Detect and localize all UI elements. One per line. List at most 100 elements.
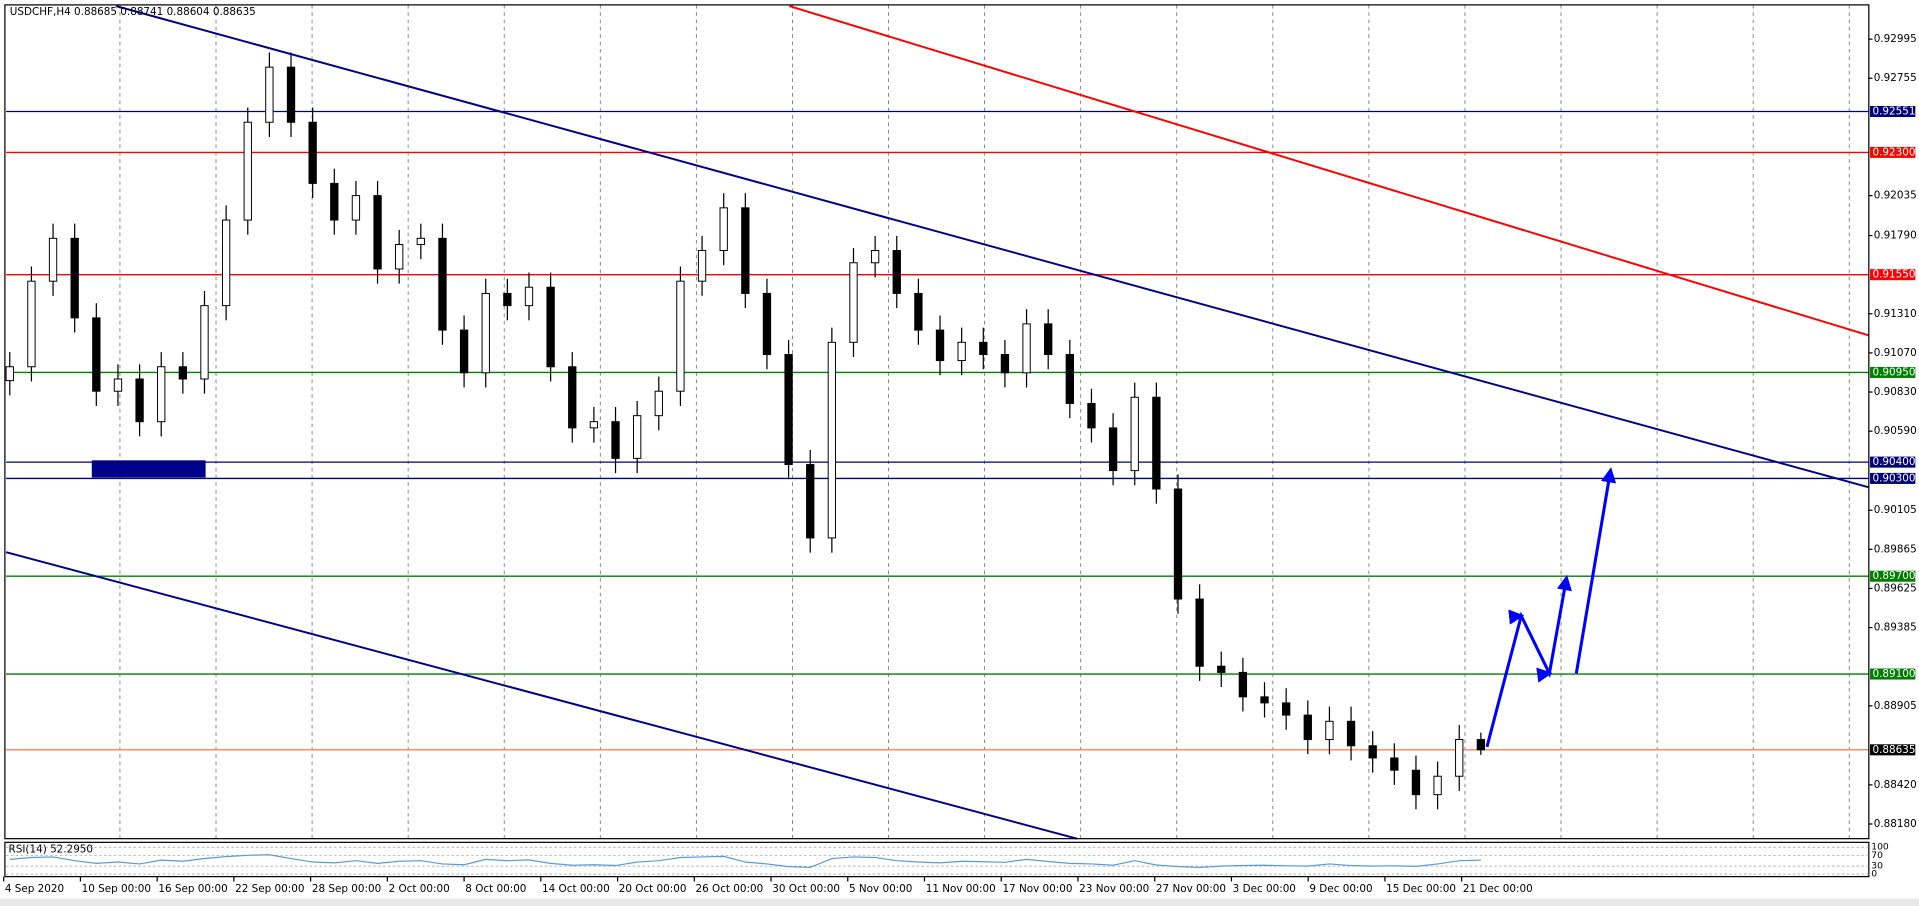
candle-body — [395, 244, 404, 270]
candle-body — [1108, 427, 1118, 472]
candle-body — [957, 341, 966, 362]
level-label: 0.90400 — [1872, 456, 1915, 468]
candle-body — [178, 366, 188, 380]
x-tick-label: 22 Sep 00:00 — [235, 883, 304, 895]
candle-body — [113, 378, 123, 392]
candle-body — [1173, 488, 1183, 600]
x-tick-label: 20 Oct 00:00 — [619, 883, 687, 895]
candle-body — [1411, 769, 1421, 796]
level-label: 0.89100 — [1872, 668, 1915, 680]
candle-body — [914, 292, 923, 331]
level-label: 0.88635 — [1872, 744, 1915, 756]
y-tick-label: 0.89625 — [1874, 582, 1917, 594]
level-label: 0.90300 — [1872, 472, 1915, 484]
y-tick-label: 0.90590 — [1874, 425, 1917, 437]
drawings — [5, 5, 1870, 840]
candle-body — [568, 366, 577, 429]
trend-line — [789, 5, 1870, 337]
y-tick-label: 0.92995 — [1874, 33, 1917, 45]
level-label-box — [1870, 105, 1916, 118]
rsi-panel-frame — [4, 841, 1870, 878]
y-tick-label: 0.90830 — [1874, 386, 1917, 398]
rsi-tick-label: 30 — [1871, 861, 1883, 872]
candle-body — [1065, 354, 1074, 404]
symbol-title: USDCHF,H4 0.88685 0.88741 0.88604 0.8863… — [10, 6, 256, 18]
candle-body — [546, 286, 555, 368]
candle-body — [632, 415, 642, 459]
y-tick-label: 0.91790 — [1874, 230, 1917, 242]
x-tick-label: 9 Dec 00:00 — [1309, 883, 1372, 895]
candle-body — [784, 354, 793, 466]
rsi — [6, 846, 1869, 875]
y-tick-label: 0.88180 — [1874, 818, 1917, 830]
candle-body — [1130, 396, 1139, 472]
price-panel-frame — [4, 4, 1870, 840]
candle-body — [200, 305, 209, 380]
candle-body — [1000, 354, 1010, 374]
candle-body — [1325, 720, 1334, 741]
x-tick-label: 17 Nov 00:00 — [1002, 883, 1072, 895]
candle-body — [719, 207, 728, 252]
level-label: 0.92551 — [1872, 106, 1915, 118]
candle-body — [1238, 671, 1248, 698]
candle-body — [892, 250, 901, 294]
y-tick-label: 0.88905 — [1874, 700, 1917, 712]
zone-rectangle — [91, 460, 206, 478]
level-label: 0.92300 — [1872, 146, 1915, 158]
candle-body — [1260, 696, 1269, 704]
axes: 0.92995 0.92755 0.92035 0.91790 0.91310 0.910… — [3, 33, 1917, 895]
x-tick-label: 27 Nov 00:00 — [1156, 883, 1226, 895]
x-tick-label: 15 Dec 00:00 — [1386, 883, 1456, 895]
candles — [5, 52, 1486, 810]
candle-body — [870, 250, 880, 264]
candle-body — [373, 195, 382, 270]
level-label-box — [1870, 744, 1916, 756]
candle-body — [1390, 757, 1399, 771]
candle-body — [1368, 745, 1377, 759]
x-tick-label: 16 Sep 00:00 — [158, 883, 227, 895]
candle-body — [1476, 739, 1486, 751]
candle-body — [1455, 739, 1464, 777]
rsi-tick-label: 70 — [1871, 850, 1883, 861]
level-label-box — [1870, 366, 1916, 378]
x-tick-label: 11 Nov 00:00 — [926, 883, 996, 895]
candle-body — [1022, 323, 1031, 374]
level-label-box — [1870, 456, 1916, 468]
candle-body — [849, 262, 858, 343]
projection-arrow — [1485, 574, 1572, 748]
x-tick-label: 8 Oct 00:00 — [465, 883, 526, 895]
x-tick-label: 4 Sep 2020 — [5, 883, 64, 895]
trend-line — [5, 551, 1078, 840]
candle-body — [979, 341, 988, 356]
rsi-tick-label: 100 — [1871, 842, 1889, 853]
level-label-box — [1870, 146, 1916, 158]
candle-body — [806, 464, 815, 539]
projection-arrow — [1574, 467, 1617, 674]
candle-body — [27, 280, 36, 368]
candle-body — [92, 317, 101, 392]
candle-body — [589, 421, 599, 429]
candle-body — [1152, 396, 1161, 490]
candle-body — [157, 366, 166, 423]
y-tick-label: 0.89385 — [1874, 622, 1917, 634]
y-tick-label: 0.90105 — [1874, 504, 1917, 516]
candle-body — [308, 121, 317, 184]
tab-strip — [0, 898, 1919, 906]
level-label: 0.90950 — [1872, 366, 1915, 378]
candle-body — [416, 237, 425, 246]
x-tick-label: 26 Oct 00:00 — [696, 883, 764, 895]
level-label-box — [1870, 269, 1916, 281]
x-tick-label: 23 Nov 00:00 — [1079, 883, 1149, 895]
candle-body — [935, 329, 945, 362]
trend-line — [116, 5, 1870, 489]
candle-body — [330, 182, 339, 221]
x-tick-label: 5 Nov 00:00 — [849, 883, 912, 895]
candle-body — [827, 341, 837, 539]
candle-body — [459, 329, 469, 374]
x-tick-label: 28 Sep 00:00 — [312, 883, 381, 895]
candle-body — [741, 207, 750, 294]
candle-body — [1303, 714, 1312, 741]
